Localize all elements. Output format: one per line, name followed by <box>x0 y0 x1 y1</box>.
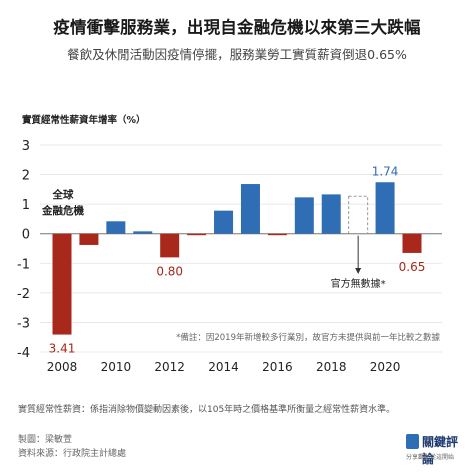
x-tick-label: 2016 <box>262 360 293 374</box>
logo-mark-icon <box>406 434 419 449</box>
bar <box>52 233 72 335</box>
annotation-missing: 官方無數據* <box>331 277 386 290</box>
chart-subtitle: 餐飲及休閒活動因疫情停擺，服務業勞工實質薪資倒退0.65% <box>67 47 407 62</box>
bar <box>133 231 153 234</box>
y-tick-label: 0 <box>22 228 30 243</box>
data-label: 0.65 <box>399 260 426 274</box>
bar <box>240 184 260 234</box>
credit-source: 資料來源：行政院主計總處 <box>18 449 127 459</box>
x-tick-label: 2020 <box>370 360 401 374</box>
bar <box>402 233 422 253</box>
bar <box>187 233 207 236</box>
y-tick-label: -1 <box>17 257 30 272</box>
y-axis-label: 實質經常性薪資年增率（%） <box>22 115 146 126</box>
y-tick-label: 1 <box>22 198 30 213</box>
x-tick-label: 2014 <box>208 360 239 374</box>
x-tick-label: 2018 <box>316 360 347 374</box>
x-tick-label: 2012 <box>154 360 185 374</box>
annotation-arrow-head <box>355 268 362 274</box>
bar <box>160 233 180 258</box>
bar <box>294 197 314 234</box>
y-tick-label: -3 <box>17 316 30 331</box>
y-tick-label: 3 <box>22 139 30 154</box>
y-tick-label: 2 <box>22 169 30 184</box>
annotation-note: *備註：因2019年新增較多行業別，故官方未提供與前一年比較之數據 <box>176 332 440 343</box>
data-label: 1.74 <box>372 164 399 178</box>
bar <box>321 194 341 234</box>
brand-logo[interactable]: 關鍵評論 分享觀點從這開始 <box>406 434 468 466</box>
credit-producer: 製圖：梁敏萱 <box>18 435 73 445</box>
data-label: 3.41 <box>49 342 76 356</box>
annotation-crisis: 全球 <box>52 188 74 201</box>
bar <box>214 210 234 234</box>
bar <box>267 233 287 236</box>
logo-tagline: 分享觀點從這開始 <box>406 454 455 461</box>
x-tick-label: 2010 <box>101 360 132 374</box>
footnote: 實質經常性薪資：係指消除物價變動因素後，以105年時之價格基準所衡量之經常性薪資… <box>18 405 396 415</box>
bar <box>79 233 99 245</box>
logo-name: 關鍵評論 <box>422 435 459 466</box>
bar <box>106 221 126 234</box>
bar-missing <box>348 195 369 235</box>
y-tick-label: -2 <box>17 287 30 302</box>
data-label: 0.80 <box>156 264 183 278</box>
y-tick-label: -4 <box>17 346 30 361</box>
bar <box>375 182 395 234</box>
annotation-crisis: 金融危機 <box>41 204 84 217</box>
x-tick-label: 2008 <box>47 360 78 374</box>
chart-title: 疫情衝擊服務業，出現自金融危機以來第三大跌幅 <box>53 18 421 37</box>
